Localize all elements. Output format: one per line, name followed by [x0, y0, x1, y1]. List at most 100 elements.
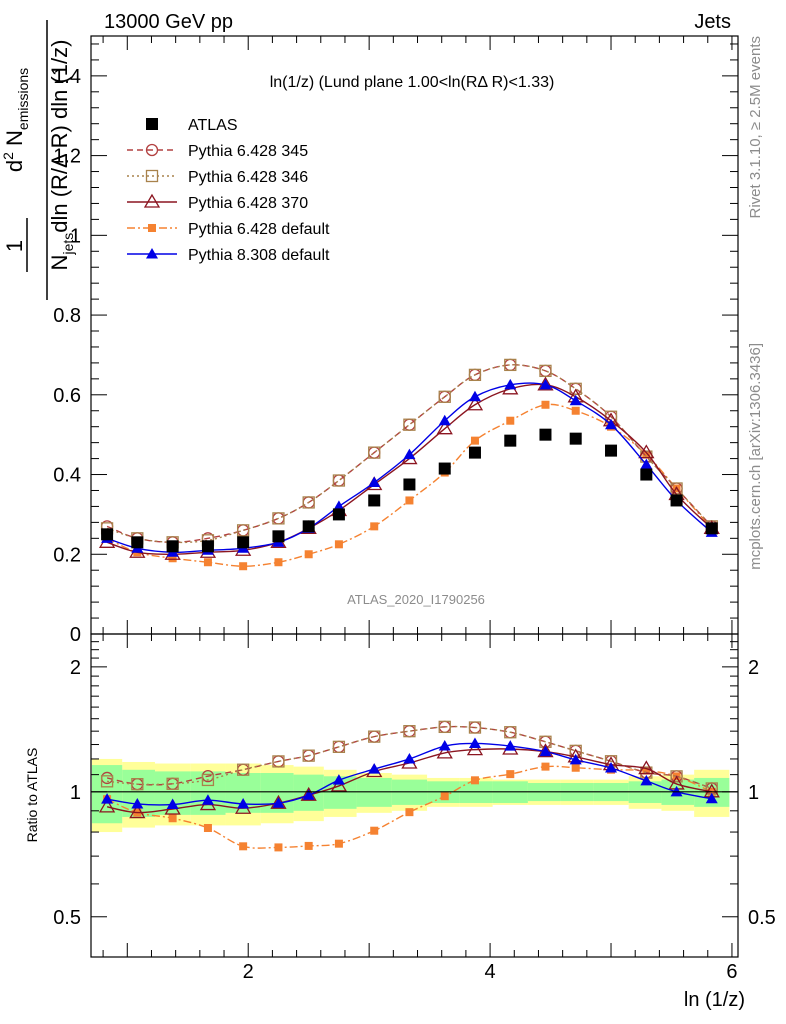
ratio-point-p346 [131, 777, 144, 791]
legend-item-p8def: Pythia 8.308 default [127, 247, 330, 264]
ratio-point-p8def [605, 761, 618, 773]
y-tick-label-main: 0 [70, 624, 81, 646]
ratio-point-p6def [470, 776, 479, 785]
ratio-point-p6def [239, 842, 248, 851]
data-point-p6def [370, 522, 379, 531]
data-point-p6def [239, 562, 248, 571]
data-point-p370 [436, 420, 453, 435]
ratio-point-p6def [642, 766, 651, 775]
ratio-point-p8def [539, 745, 552, 757]
ratio-point-p8def [166, 798, 179, 810]
ratio-point-p346 [272, 755, 285, 768]
data-point-atlas [569, 432, 582, 445]
x-axis-label: ln (1/z) [684, 989, 745, 1011]
ratio-point-p6def [541, 762, 550, 771]
ratio-point-p370 [638, 760, 655, 775]
ratio-point-p346 [670, 770, 683, 783]
ratio-point-p8def [403, 752, 416, 764]
legend-item-atlas: ATLAS [146, 117, 238, 134]
data-point-atlas [272, 530, 285, 543]
ratio-tick-label-right: 0.5 [748, 907, 776, 929]
ratio-point-p8def [272, 797, 285, 808]
data-point-p370 [638, 444, 655, 459]
data-point-atlas [640, 468, 653, 481]
legend-item-p345: Pythia 6.428 345 [127, 143, 308, 160]
ratio-point-p8def [640, 774, 653, 786]
ratio-point-p346 [368, 730, 381, 743]
legend-label-atlas: ATLAS [188, 117, 238, 134]
plot-title: ln(1/z) (Lund plane 1.00<ln(RΔ R)<1.33) [270, 74, 555, 91]
legend-item-p6def: Pythia 6.428 default [127, 221, 330, 238]
ratio-point-p370 [330, 777, 348, 792]
ratio-point-p8def [201, 794, 214, 805]
ratio-point-p6def [506, 770, 515, 779]
series-line-p370 [106, 383, 713, 555]
ratio-line-p346 [107, 725, 712, 790]
ratio-point-p8def [468, 737, 481, 748]
data-point-p346 [332, 474, 346, 487]
y-label-one: 1 [2, 240, 27, 252]
data-point-p370 [466, 396, 484, 411]
data-point-p6def [470, 436, 479, 445]
ratio-point-p346 [302, 749, 315, 762]
x-tick-label: 2 [243, 961, 254, 983]
data-point-atlas [539, 428, 552, 441]
main-series-layer [98, 358, 720, 571]
ratio-tick-label-left: 0.5 [53, 907, 81, 929]
ratio-point-p370 [98, 798, 116, 813]
legend-label-p370: Pythia 6.428 370 [188, 195, 308, 212]
ratio-point-p6def [334, 839, 343, 848]
data-point-atlas [332, 508, 345, 521]
data-point-p8def [504, 378, 517, 390]
ratio-point-p6def [405, 808, 414, 817]
ratio-point-p346 [504, 726, 517, 739]
data-point-atlas [166, 540, 179, 553]
ratio-point-p8def [131, 797, 144, 809]
data-point-p6def [168, 554, 177, 563]
data-point-p6def [405, 496, 414, 505]
ratio-point-p8def [670, 785, 683, 797]
y-axis-label-main: 1 d2 Nemissions Njetsdln (R/Δ R) dln (1/z) [0, 20, 76, 300]
data-point-p346 [302, 496, 315, 509]
y-tick-label-main: 0.2 [53, 544, 81, 566]
ratio-point-p8def [101, 793, 114, 804]
ratio-tick-label-left: 1 [70, 782, 81, 804]
data-point-p346 [438, 390, 451, 403]
series-line-p345 [106, 364, 713, 544]
data-point-atlas [438, 462, 451, 475]
ratio-point-p8def [368, 763, 381, 774]
ratio-tick-label-right: 1 [748, 782, 759, 804]
data-point-p8def [605, 418, 618, 430]
legend-label-p6def: Pythia 6.428 default [188, 221, 330, 238]
data-point-p346 [569, 382, 582, 395]
legend-label-p346: Pythia 6.428 346 [188, 169, 308, 186]
data-point-atlas [101, 528, 114, 541]
axes-layer: 2 4 6 0 0.2 0.4 0.6 0.8 1 1.2 1.4 0.5 0.5 1 1 2 2 [53, 35, 776, 983]
ratio-point-p8def [438, 740, 451, 751]
data-point-p8def [539, 378, 552, 390]
ratio-point-p370 [436, 744, 453, 759]
data-point-atlas [201, 540, 214, 553]
ratio-point-p346 [201, 773, 215, 787]
data-point-p346 [236, 524, 250, 537]
data-point-p346 [403, 418, 416, 431]
data-point-p6def [274, 558, 283, 567]
ratio-series-layer [91, 720, 738, 852]
mcplots-label: mcplots.cern.ch [arXiv:1306.3436] [747, 343, 764, 570]
ratio-point-p370 [129, 804, 146, 819]
data-point-p8def [332, 500, 345, 511]
data-point-p6def [506, 416, 515, 425]
data-point-atlas [705, 522, 718, 535]
data-point-atlas [237, 536, 250, 549]
ratio-point-p6def [274, 843, 283, 852]
ratio-point-p8def [705, 792, 718, 804]
ratio-point-p6def [370, 826, 379, 835]
y-axis-label-ratio: Ratio to ATLAS [24, 748, 40, 843]
data-point-p346 [368, 446, 381, 459]
legend-marker-p346 [145, 169, 159, 183]
data-point-p8def [368, 476, 381, 488]
data-point-p8def [403, 448, 416, 460]
ratio-point-p6def [571, 763, 580, 772]
data-point-p8def [569, 394, 582, 406]
ratio-tick-label-left: 2 [70, 657, 81, 679]
